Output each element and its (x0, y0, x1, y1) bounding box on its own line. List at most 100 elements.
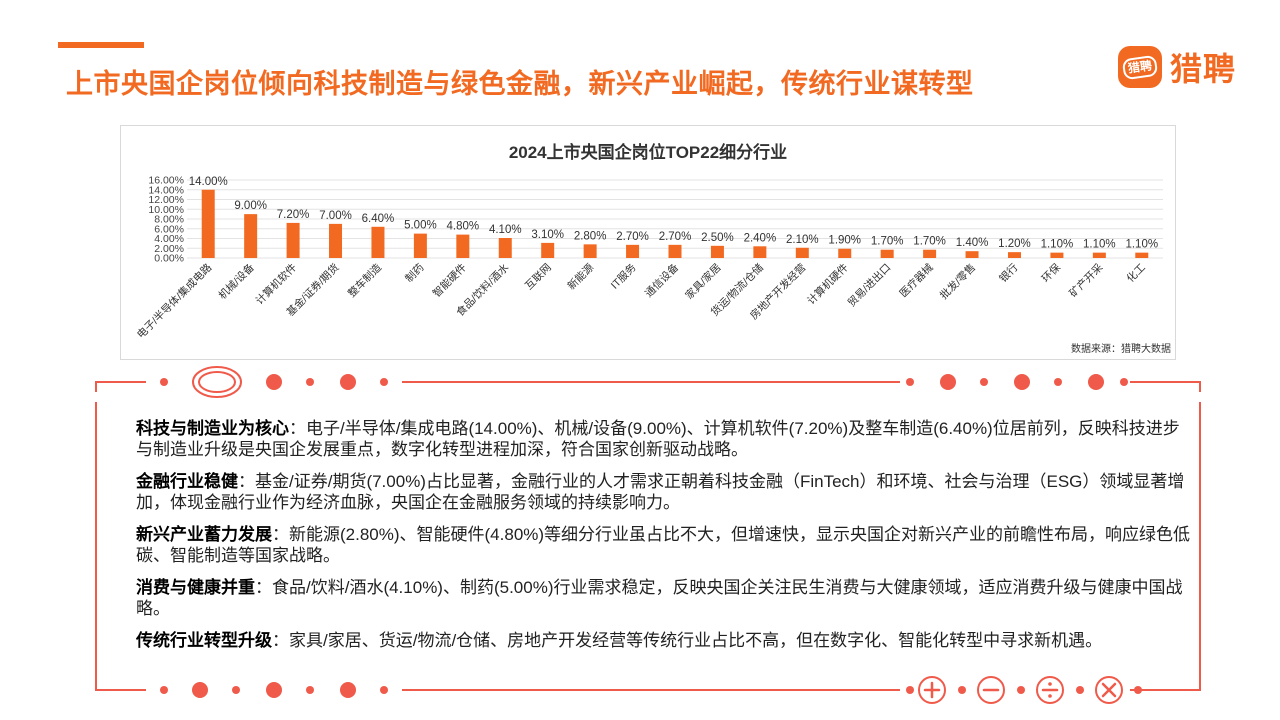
x-tick-label: IT服务 (608, 261, 639, 292)
chart-bars (201, 189, 1149, 258)
y-tick-label: 0.00% (154, 253, 184, 265)
bar-value-label: 5.00% (404, 220, 437, 232)
bar (753, 246, 767, 258)
bar-value-label: 1.20% (998, 238, 1031, 250)
bar (965, 251, 979, 258)
bar-value-label: 2.50% (701, 232, 734, 244)
bar-value-label: 2.80% (574, 230, 607, 242)
paragraph-body: ：家具/家居、货运/物流/仓储、房地产开发经营等传统行业占比不高，但在数字化、智… (272, 631, 1103, 650)
bar (880, 249, 894, 258)
y-tick-label: 4.00% (154, 233, 184, 245)
paragraph-heading: 新兴产业蓄力发展 (136, 525, 272, 544)
bar-value-label: 4.10% (489, 224, 522, 236)
y-tick-label: 10.00% (148, 204, 184, 216)
bar (371, 226, 385, 258)
bar-value-label: 6.40% (362, 213, 395, 225)
bar (1135, 252, 1149, 258)
x-tick-label: 机械/设备 (216, 261, 257, 302)
x-tick-label: 通信设备 (642, 261, 681, 300)
y-axis-ticks: 0.00%2.00%4.00%6.00%8.00%10.00%12.00%14.… (148, 175, 184, 265)
paragraph: 新兴产业蓄力发展：新能源(2.80%)、智能硬件(4.80%)等细分行业虽占比不… (136, 524, 1194, 566)
paragraph-body: ：食品/饮料/酒水(4.10%)、制药(5.00%)行业需求稳定，反映央国企关注… (136, 578, 1183, 618)
bar (456, 234, 470, 258)
chart-source: 数据来源：猎聘大数据 (1071, 344, 1171, 355)
y-tick-label: 2.00% (154, 243, 184, 255)
bar-value-label: 1.90% (828, 235, 861, 247)
bar (1007, 252, 1021, 258)
bar-value-label: 1.70% (913, 236, 946, 248)
y-tick-label: 12.00% (148, 194, 184, 206)
paragraph-heading: 消费与健康并重 (136, 578, 255, 597)
bar (286, 222, 300, 258)
bar-value-label: 3.10% (531, 229, 564, 241)
bar (413, 233, 427, 258)
x-tick-label: 整车制造 (345, 261, 384, 300)
x-tick-label: 银行 (997, 261, 1021, 285)
bar-value-label: 7.20% (277, 209, 310, 221)
bar (1092, 252, 1106, 258)
bar (795, 247, 809, 258)
x-tick-label: 制药 (402, 261, 426, 285)
page-title: 上市央国企岗位倾向科技制造与绿色金融，新兴产业崛起，传统行业谋转型 (66, 69, 974, 99)
multiply-icon (1101, 682, 1117, 698)
bar-chart: 0.00%2.00%4.00%6.00%8.00%10.00%12.00%14.… (134, 175, 1163, 341)
bar (329, 223, 343, 258)
bar (838, 248, 852, 258)
bar (668, 244, 682, 258)
bar (498, 238, 512, 258)
bar-value-label: 1.10% (1083, 239, 1116, 251)
analysis-text: 科技与制造业为核心：电子/半导体/集成电路(14.00%)、机械/设备(9.00… (136, 418, 1194, 662)
logo-badge-text: 猎聘 (1121, 54, 1159, 80)
logo-badge-icon: 猎聘 (1118, 46, 1162, 88)
paragraph-heading: 传统行业转型升级 (136, 631, 272, 650)
bar-value-label: 1.10% (1041, 239, 1074, 251)
bar-value-label: 14.00% (189, 176, 228, 188)
bar-value-label: 1.40% (956, 237, 989, 249)
x-tick-label: 环保 (1039, 261, 1063, 285)
bar-value-label: 2.40% (744, 232, 777, 244)
title-accent-bar (58, 42, 144, 48)
x-tick-label: 智能硬件 (430, 261, 469, 300)
x-tick-label: 家具/家居 (683, 261, 724, 302)
bar (710, 245, 724, 258)
bar (541, 242, 555, 258)
x-tick-label: 电子/半导体/集成电路 (134, 261, 214, 341)
x-tick-label: 新能源 (565, 261, 597, 293)
bar-value-label: 2.10% (786, 234, 819, 246)
x-tick-label: 贸易/进出口 (845, 261, 893, 309)
bar-value-label: 2.70% (616, 231, 649, 243)
y-tick-label: 16.00% (148, 175, 184, 187)
paragraph-body: ：新能源(2.80%)、智能硬件(4.80%)等细分行业虽占比不大，但增速快，显… (136, 525, 1191, 565)
paragraph-body: ：基金/证券/期货(7.00%)占比显著，金融行业的人才需求正朝着科技金融（Fi… (136, 472, 1185, 512)
y-tick-label: 8.00% (154, 214, 184, 226)
bar-value-label: 4.80% (447, 221, 480, 233)
x-tick-label: 计算机硬件 (805, 261, 851, 307)
chart-panel: 2024上市央国企岗位TOP22细分行业 0.00% 2.00% 4.00% 6.00… (120, 125, 1176, 360)
paragraph-heading: 金融行业稳健 (136, 472, 238, 491)
paragraph-body: ：电子/半导体/集成电路(14.00%)、机械/设备(9.00%)、计算机软件(… (136, 419, 1180, 459)
bar (1050, 252, 1064, 258)
paragraph: 传统行业转型升级：家具/家居、货运/物流/仓储、房地产开发经营等传统行业占比不高… (136, 630, 1194, 651)
y-tick-label: 14.00% (148, 184, 184, 196)
bar-value-label: 9.00% (234, 200, 267, 212)
y-tick-label: 6.00% (154, 223, 184, 235)
x-tick-label: 互联网 (523, 262, 554, 293)
bar-value-label: 1.70% (871, 236, 904, 248)
bar-value-label: 2.70% (659, 231, 692, 243)
bar-value-label: 1.10% (1125, 239, 1158, 251)
chart-value-labels: 14.00% 9.00% 7.20% 7.00% 6.40% 5.00% 4.80% 4.10… (189, 176, 1158, 251)
bar (626, 244, 640, 258)
bar (923, 249, 937, 258)
paragraph: 消费与健康并重：食品/饮料/酒水(4.10%)、制药(5.00%)行业需求稳定，… (136, 577, 1194, 619)
paragraph: 科技与制造业为核心：电子/半导体/集成电路(14.00%)、机械/设备(9.00… (136, 418, 1194, 460)
plus-icon (923, 681, 941, 699)
paragraph: 金融行业稳健：基金/证券/期货(7.00%)占比显著，金融行业的人才需求正朝着科… (136, 471, 1194, 513)
x-tick-label: 批发/零售 (937, 261, 978, 302)
bar (583, 244, 597, 258)
chart-title: 2024上市央国企岗位TOP22细分行业 (508, 143, 788, 162)
x-tick-label: 矿产开采 (1067, 261, 1106, 300)
paragraph-heading: 科技与制造业为核心 (136, 419, 289, 438)
logo-text: 猎聘 (1170, 51, 1237, 87)
bar (244, 214, 258, 258)
